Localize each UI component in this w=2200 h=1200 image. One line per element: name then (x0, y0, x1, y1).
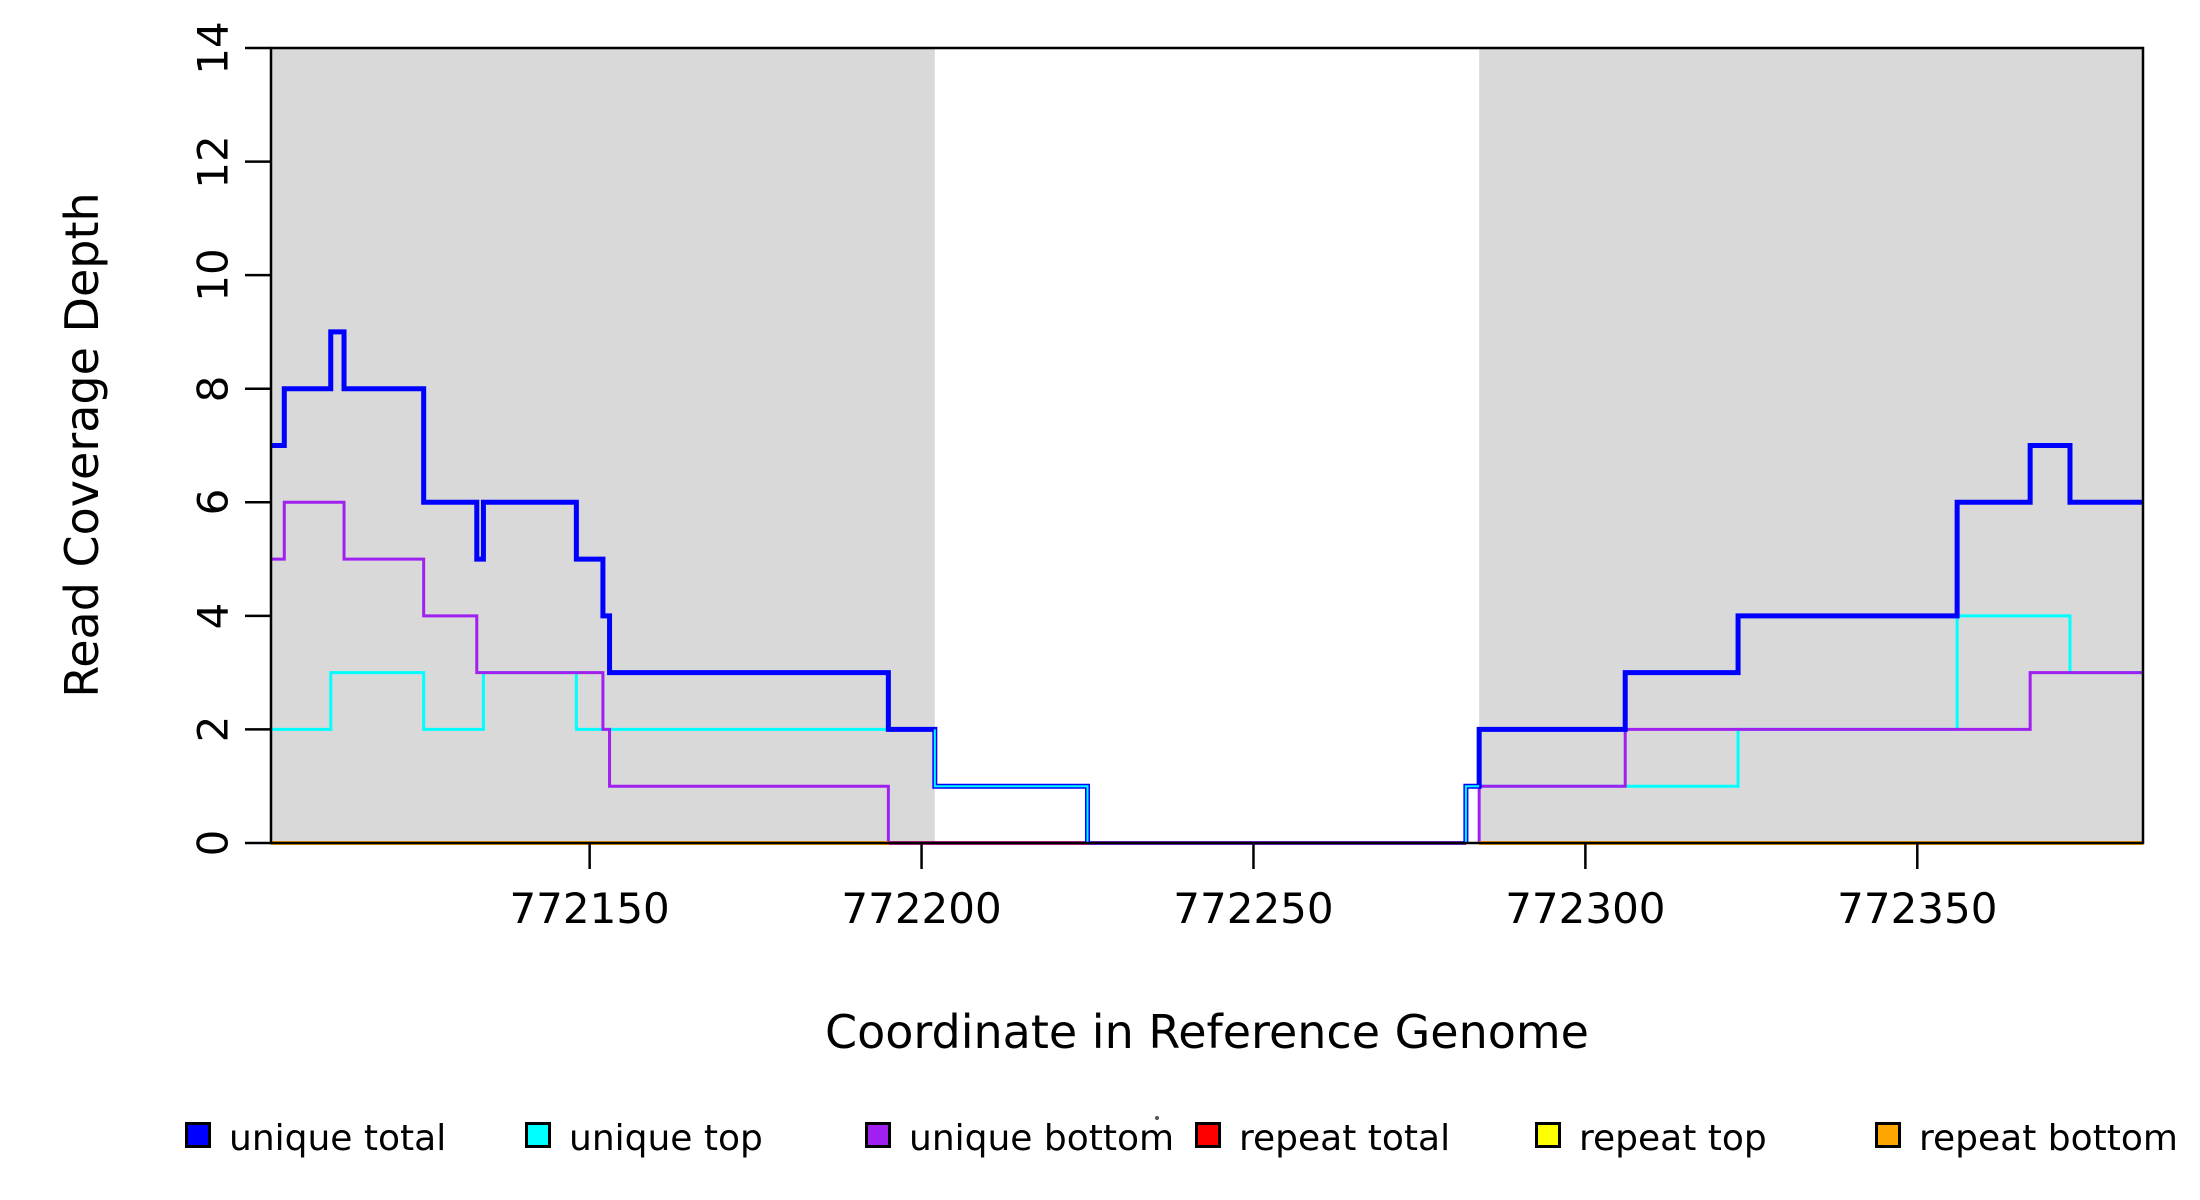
cyan-over-blue-gap-left (933, 729, 1089, 843)
legend-swatch-unique-top (525, 1122, 551, 1148)
x-tick-label-772300: 772300 (1505, 884, 1666, 933)
cyan-over-blue-gap-right (1464, 785, 1480, 843)
legend-label-repeat-bottom: repeat bottom (1919, 1118, 2178, 1159)
stray-dot-artifact (1155, 1116, 1159, 1120)
x-axis-title: Coordinate in Reference Genome (825, 1005, 1589, 1059)
series-unique-total-seg1 (1463, 443, 2143, 843)
legend-swatch-repeat-bottom (1875, 1122, 1901, 1148)
plot-box (269, 46, 2145, 845)
legend-swatch-repeat-top (1535, 1122, 1561, 1148)
legend-label-unique-top: unique top (569, 1118, 763, 1159)
legend-label-unique-bottom: unique bottom (909, 1118, 1175, 1159)
x-tick-label-772350: 772350 (1837, 884, 1998, 933)
legend-label-unique-total: unique total (229, 1118, 447, 1159)
x-tick-label-772200: 772200 (841, 884, 1002, 933)
legend-swatch-repeat-total (1195, 1122, 1221, 1148)
x-tick-label-772150: 772150 (509, 884, 670, 933)
legend-label-repeat-top: repeat top (1579, 1118, 1767, 1159)
legend-label-repeat-total: repeat total (1239, 1118, 1451, 1159)
series-unique-bottom-seg0 (271, 500, 890, 843)
series-unique-total-seg0 (271, 329, 1091, 843)
x-tick-label-772250: 772250 (1173, 884, 1334, 933)
legend-swatch-unique-total (185, 1122, 211, 1148)
legend-swatch-unique-bottom (865, 1122, 891, 1148)
